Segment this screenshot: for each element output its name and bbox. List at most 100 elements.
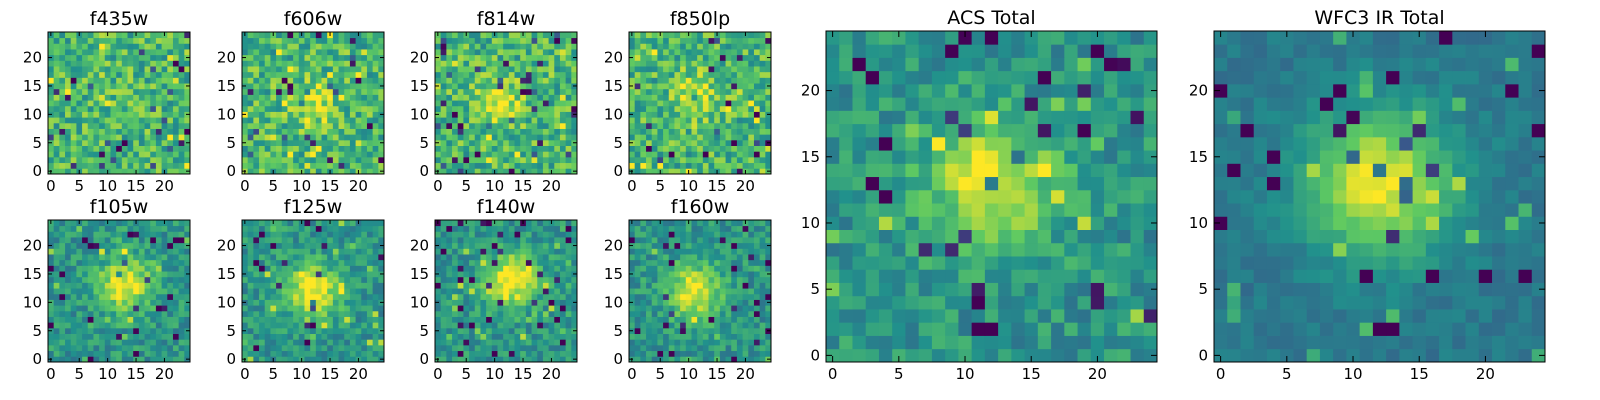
pixel-cell bbox=[565, 168, 572, 175]
pixel-cell bbox=[634, 77, 641, 84]
pixel-cell bbox=[503, 162, 510, 169]
pixel-cell bbox=[469, 94, 476, 101]
pixel-cell bbox=[668, 88, 675, 95]
pixel-cell bbox=[491, 88, 498, 95]
pixel-cell bbox=[59, 248, 66, 255]
pixel-cell bbox=[259, 356, 266, 363]
pixel-cell bbox=[270, 316, 277, 323]
pixel-cell bbox=[480, 77, 487, 84]
pixel-cell bbox=[281, 139, 288, 146]
pixel-cell bbox=[719, 37, 726, 44]
pixel-cell bbox=[742, 350, 749, 357]
pixel-cell bbox=[446, 220, 453, 227]
pixel-cell bbox=[178, 83, 185, 90]
pixel-cell bbox=[253, 242, 260, 249]
pixel-cell bbox=[332, 43, 339, 50]
pixel-cell bbox=[440, 225, 447, 232]
pixel-cell bbox=[304, 254, 311, 261]
pixel-cell bbox=[121, 350, 128, 357]
pixel-cell bbox=[731, 105, 738, 112]
pixel-cell bbox=[680, 282, 687, 289]
pixel-cell bbox=[104, 322, 111, 329]
pixel-cell bbox=[463, 248, 470, 255]
pixel-cell bbox=[486, 54, 493, 61]
pixel-cell bbox=[378, 37, 385, 44]
pixel-cell bbox=[338, 37, 345, 44]
pixel-cell bbox=[87, 105, 94, 112]
pixel-cell bbox=[315, 156, 322, 164]
pixel-cell bbox=[446, 305, 453, 312]
pixel-cell bbox=[110, 139, 117, 146]
pixel-cell bbox=[87, 271, 94, 278]
pixel-cell bbox=[571, 71, 578, 78]
pixel-cell bbox=[76, 327, 83, 334]
pixel-cell bbox=[293, 94, 300, 101]
pixel-cell bbox=[759, 134, 766, 141]
pixel-cell bbox=[161, 117, 168, 124]
pixel-cell bbox=[565, 88, 572, 95]
pixel-cell bbox=[651, 105, 658, 112]
pixel-cell bbox=[70, 288, 77, 295]
pixel-cell bbox=[525, 282, 532, 289]
pixel-cell bbox=[259, 237, 266, 244]
pixel-cell bbox=[361, 156, 368, 164]
pixel-cell bbox=[759, 37, 766, 44]
x-tick-label: 15 bbox=[126, 177, 145, 195]
pixel-cell bbox=[150, 71, 157, 78]
pixel-cell bbox=[446, 100, 453, 107]
pixel-cell bbox=[338, 242, 345, 249]
pixel-cell bbox=[327, 88, 334, 95]
pixel-cell bbox=[161, 43, 168, 50]
pixel-cell bbox=[542, 111, 549, 118]
pixel-cell bbox=[537, 162, 544, 169]
pixel-cell bbox=[110, 276, 117, 283]
pixel-cell bbox=[327, 134, 334, 141]
pixel-cell bbox=[310, 122, 317, 129]
pixel-cell bbox=[446, 322, 453, 329]
pixel-cell bbox=[514, 117, 521, 124]
pixel-cell bbox=[304, 156, 311, 164]
pixel-cell bbox=[150, 293, 157, 300]
pixel-cell bbox=[435, 265, 442, 272]
pixel-cell bbox=[93, 310, 100, 317]
pixel-cell bbox=[127, 43, 134, 50]
pixel-cell bbox=[440, 254, 447, 261]
pixel-cell bbox=[327, 60, 334, 67]
pixel-cell bbox=[514, 220, 521, 227]
pixel-cell bbox=[298, 139, 305, 146]
pixel-cell bbox=[508, 117, 515, 124]
pixel-cell bbox=[753, 322, 761, 329]
pixel-cell bbox=[759, 71, 766, 78]
pixel-cell bbox=[452, 66, 459, 73]
pixel-cell bbox=[491, 288, 498, 295]
pixel-cell bbox=[184, 293, 191, 300]
pixel-cell bbox=[310, 49, 317, 56]
pixel-cell bbox=[361, 43, 368, 50]
pixel-cell bbox=[310, 299, 317, 306]
pixel-cell bbox=[116, 293, 123, 300]
pixel-cell bbox=[338, 94, 345, 101]
pixel-cell bbox=[446, 71, 453, 78]
pixel-cell bbox=[110, 168, 117, 175]
pixel-cell bbox=[725, 100, 732, 107]
pixel-cell bbox=[344, 122, 351, 129]
pixel-cell bbox=[332, 128, 339, 135]
pixel-cell bbox=[99, 88, 106, 95]
pixel-cell bbox=[327, 344, 334, 352]
pixel-cell bbox=[298, 310, 305, 317]
pixel-cell bbox=[452, 156, 459, 164]
pixel-cell bbox=[514, 139, 521, 146]
pixel-cell bbox=[491, 145, 498, 152]
pixel-cell bbox=[361, 71, 368, 78]
pixel-cell bbox=[344, 231, 351, 238]
pixel-cell bbox=[525, 333, 532, 340]
pixel-cell bbox=[685, 162, 692, 169]
pixel-cell bbox=[765, 134, 772, 141]
pixel-cell bbox=[491, 49, 498, 56]
pixel-cell bbox=[537, 271, 544, 278]
pixel-cell bbox=[172, 339, 180, 346]
pixel-cell bbox=[133, 254, 140, 261]
pixel-cell bbox=[298, 327, 305, 334]
pixel-cell bbox=[469, 288, 476, 295]
pixel-cell bbox=[247, 105, 254, 112]
